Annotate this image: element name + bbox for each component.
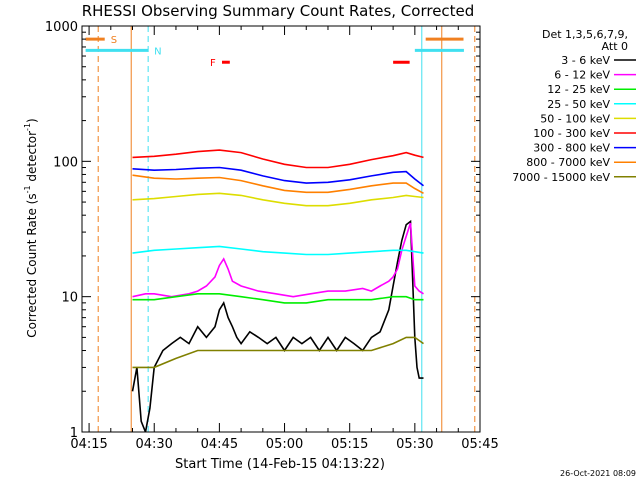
x-tick-label: 05:15 — [331, 437, 368, 452]
legend-header: Att 0 — [602, 40, 628, 53]
legend-label: 800 - 7000 keV — [526, 156, 610, 169]
series-line-8 — [132, 336, 424, 369]
series-line-6 — [132, 166, 424, 187]
saa-flag-label: S — [111, 35, 117, 46]
legend-label: 3 - 6 keV — [561, 54, 610, 67]
y-tick-label: 10 — [61, 291, 78, 306]
legend-label: 300 - 800 keV — [533, 142, 610, 155]
legend: Det 1,3,5,6,7,9,Att 03 - 6 keV 6 - 12 keV… — [512, 28, 636, 184]
x-tick-label: 05:00 — [266, 437, 303, 452]
y-tick-label: 100 — [53, 155, 78, 170]
plot-area: S N F 1 10 100 1000 04:15 04:30 04:45 05:00 05:15 05… — [45, 20, 499, 452]
series-line-7 — [132, 174, 424, 195]
x-tick-label: 05:30 — [396, 437, 433, 452]
legend-label: 100 - 300 keV — [533, 127, 610, 140]
legend-label: 7000 - 15000 keV — [512, 171, 610, 184]
x-tick-label: 04:45 — [201, 437, 238, 452]
flare-flag-label: F — [210, 58, 216, 69]
legend-label: 6 - 12 keV — [554, 69, 610, 82]
axes-frame — [81, 25, 481, 433]
timestamp: 26-Oct-2021 08:09 — [560, 469, 636, 478]
y-tick-label: 1 — [70, 426, 78, 441]
x-axis-label: Start Time (14-Feb-15 04:13:22) — [175, 457, 385, 472]
chart-title: RHESSI Observing Summary Count Rates, Co… — [82, 2, 475, 20]
legend-label: 25 - 50 keV — [547, 98, 610, 111]
x-tick-label: 05:45 — [461, 437, 498, 452]
x-tick-label: 04:15 — [70, 437, 107, 452]
series-line-2 — [132, 292, 424, 304]
night-flag-label: N — [154, 46, 161, 57]
series-line-3 — [132, 245, 424, 256]
y-tick-label: 1000 — [45, 20, 78, 35]
legend-label: 50 - 100 keV — [540, 112, 610, 125]
legend-header: Det 1,3,5,6,7,9, — [542, 28, 628, 41]
series-line-4 — [132, 192, 424, 207]
legend-label: 12 - 25 keV — [547, 83, 610, 96]
x-tick-label: 04:30 — [135, 437, 172, 452]
y-axis-label: Corrected Count Rate (s-1 detector-1) — [23, 118, 39, 337]
series-line-1 — [132, 222, 424, 298]
series-line-5 — [132, 149, 424, 169]
